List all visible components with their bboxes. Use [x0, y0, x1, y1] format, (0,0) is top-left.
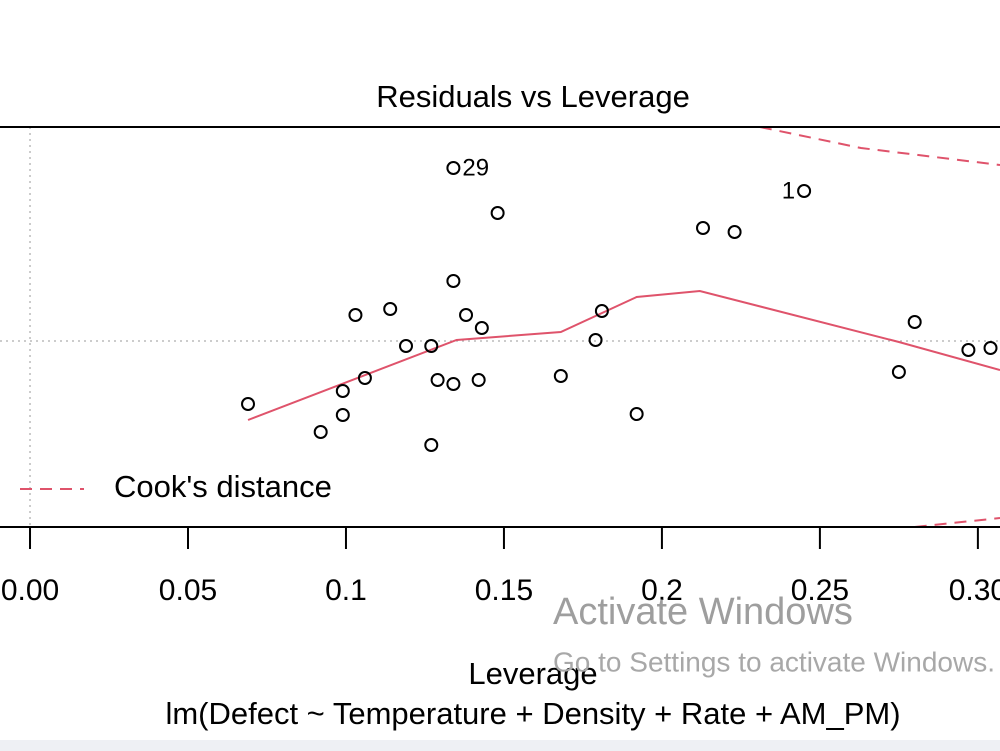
point — [961, 343, 976, 357]
point — [399, 339, 414, 353]
x-tick-label: 0.1 — [325, 574, 367, 607]
point — [471, 373, 486, 387]
legend-label: Cook's distance — [114, 469, 332, 504]
point — [629, 407, 644, 421]
axes: 0.00 0.05 0.1 0.15 0.2 0.25 0.30 — [1, 527, 1000, 607]
x-axis-label: Leverage — [468, 656, 597, 691]
point — [588, 333, 603, 347]
point — [446, 377, 461, 391]
point — [553, 369, 568, 383]
point — [446, 161, 461, 175]
x-tick-label: 0.25 — [791, 574, 849, 607]
point — [335, 384, 350, 398]
point — [891, 365, 906, 379]
cooks-distance-line — [914, 517, 1000, 527]
point — [348, 308, 363, 322]
point-label: 29 — [462, 154, 489, 181]
point — [474, 321, 489, 335]
point — [313, 425, 328, 439]
x-tick-label: 0.05 — [159, 574, 217, 607]
subtitle: lm(Defect ~ Temperature + Density + Rate… — [165, 696, 900, 731]
watermark-text: Go to Settings to activate Windows. — [553, 646, 995, 677]
x-tick-label: 0.30 — [949, 574, 1000, 607]
point-label: 1 — [782, 177, 795, 204]
point — [727, 225, 742, 239]
x-tick-label: 0.15 — [475, 574, 533, 607]
smooth-line — [247, 289, 1000, 421]
point — [907, 315, 922, 329]
point — [241, 397, 256, 411]
point — [430, 373, 445, 387]
point — [983, 341, 998, 355]
point — [696, 221, 711, 235]
point — [594, 304, 609, 318]
point — [446, 274, 461, 288]
chart-title: Residuals vs Leverage — [376, 79, 690, 114]
window-strip — [0, 740, 1000, 751]
cooks-distance-line — [759, 127, 1000, 166]
point — [490, 206, 505, 220]
point — [424, 339, 439, 353]
plot-area: 29 1 — [0, 127, 1000, 527]
point — [357, 371, 372, 385]
x-tick-label: 0.00 — [1, 574, 59, 607]
plot-frame — [0, 126, 1000, 528]
x-tick-label: 0.2 — [641, 574, 683, 607]
point — [459, 308, 474, 322]
point — [797, 184, 812, 198]
point — [335, 408, 350, 422]
watermark-title: Activate Windows — [553, 591, 853, 633]
point — [383, 302, 398, 316]
point — [424, 438, 439, 452]
